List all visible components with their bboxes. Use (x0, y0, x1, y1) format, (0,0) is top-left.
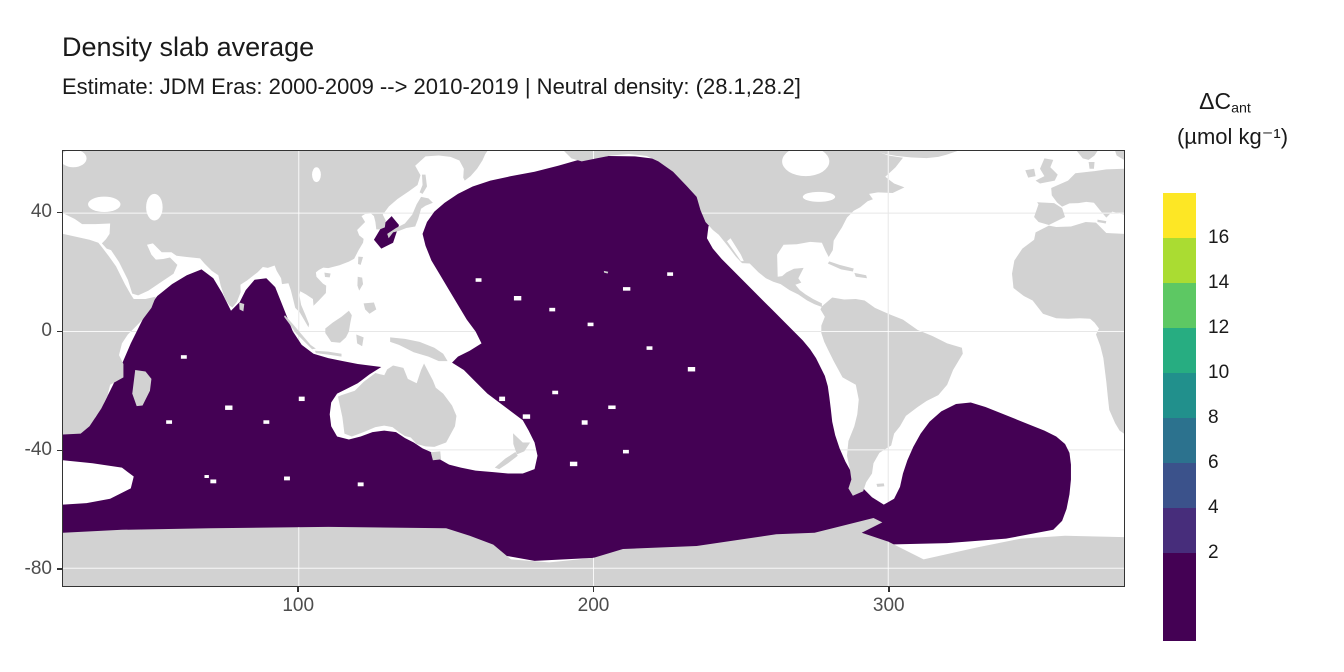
land-cuba (827, 261, 854, 272)
land-java (314, 350, 342, 357)
land-sicily (1097, 219, 1107, 224)
legend-bin-label: 2 (1208, 542, 1219, 563)
legend-color-bin (1163, 373, 1196, 418)
land-hawaii (603, 270, 609, 274)
y-axis-tick (57, 330, 62, 333)
data-region-sea-of-japan (373, 216, 399, 249)
land-sri-lanka (239, 302, 245, 312)
land-luzon (357, 276, 364, 291)
land-sumatra (284, 315, 316, 350)
world-map-svg (63, 151, 1124, 586)
page-title: Density slab average (62, 32, 315, 62)
legend-bin-label: 16 (1208, 227, 1230, 248)
gulf-of-california (727, 238, 744, 262)
legend-title-subscript: ant (1231, 100, 1251, 117)
land-japan (387, 196, 433, 239)
legend-bin-label: 4 (1208, 497, 1219, 518)
plot-subtitle: Estimate: JDM Eras: 2000-2009 --> 2010-2… (62, 74, 801, 99)
land-new-guinea (390, 337, 448, 362)
y-axis-tick (57, 449, 62, 451)
black-sea (88, 196, 121, 212)
land-masses (63, 151, 1124, 586)
legend-color-bin (1163, 463, 1196, 508)
land-hispaniola (854, 272, 868, 279)
land-africa-west (1012, 222, 1124, 434)
x-axis-tick (888, 587, 890, 592)
land-madagascar (132, 369, 152, 407)
legend-bin-label: 10 (1208, 362, 1230, 383)
land-norway (1076, 151, 1098, 160)
land-denmark (1088, 161, 1095, 169)
land-europe (1051, 168, 1124, 218)
land-sulawesi (356, 334, 364, 347)
legend-bin-label: 14 (1208, 272, 1230, 293)
y-axis-tick-label: 0 (41, 320, 52, 342)
land-iberia (1034, 202, 1066, 225)
land-tasmania (430, 451, 442, 461)
land-sweden (1115, 151, 1124, 160)
land-new-zealand-south (494, 451, 518, 470)
land-greenland (874, 151, 958, 159)
baltic-sea (63, 151, 87, 168)
land-antarctica (63, 517, 1124, 586)
data-region-main (63, 156, 1071, 561)
map-panel (62, 150, 1125, 587)
legend-title: ΔCant (1140, 88, 1310, 117)
inland-seas (63, 151, 836, 262)
legend-colorbar (1163, 193, 1196, 641)
legend-title-main: ΔC (1199, 88, 1232, 114)
land-north-america (564, 151, 905, 307)
land-hainan (324, 272, 331, 278)
y-axis-tick (57, 568, 62, 570)
great-lakes (802, 191, 836, 202)
no-data-holes (63, 272, 696, 505)
land-south-america (820, 297, 963, 496)
y-axis-tick-label: -80 (24, 558, 52, 580)
hudson-bay (782, 151, 830, 177)
legend-bin-label: 8 (1208, 407, 1219, 428)
land-new-zealand-north (513, 433, 531, 455)
x-axis-tick (297, 587, 299, 592)
y-axis-tick (57, 211, 62, 214)
legend-bin-label: 12 (1208, 317, 1230, 338)
legend-color-bin (1163, 553, 1196, 641)
legend-color-bin (1163, 238, 1196, 283)
legend-color-bin (1163, 418, 1196, 463)
land-sakhalin (419, 174, 427, 194)
x-axis-tick-label: 100 (282, 595, 315, 616)
caspian-sea (146, 193, 163, 221)
land-borneo (325, 310, 352, 343)
no-data-south-of-africa (63, 460, 134, 505)
x-axis-tick-label: 300 (872, 595, 905, 616)
legend-color-bin (1163, 283, 1196, 328)
land-falklands (876, 483, 885, 487)
x-axis-tick-label: 200 (577, 595, 610, 616)
y-axis-tick-label: -40 (24, 439, 52, 461)
land-ireland (1025, 168, 1036, 178)
land-australia (337, 363, 457, 447)
no-data-tasman-pocket (457, 405, 494, 444)
land-eurasia (63, 151, 488, 328)
x-axis-tick (592, 587, 595, 592)
legend-color-bin (1163, 508, 1196, 553)
y-axis-tick-label: 40 (30, 201, 52, 223)
data-region-lowest-bin (63, 156, 1071, 561)
legend-color-bin (1163, 328, 1196, 373)
legend-color-bin (1163, 193, 1196, 238)
legend-units: (µmol kg⁻¹) (1176, 124, 1289, 149)
land-britain (1035, 158, 1058, 184)
land-taiwan (358, 256, 364, 265)
land-africa-east (63, 233, 156, 435)
land-mindanao (363, 302, 377, 314)
legend-bin-label: 6 (1208, 452, 1219, 473)
lake-baikal (312, 167, 321, 183)
